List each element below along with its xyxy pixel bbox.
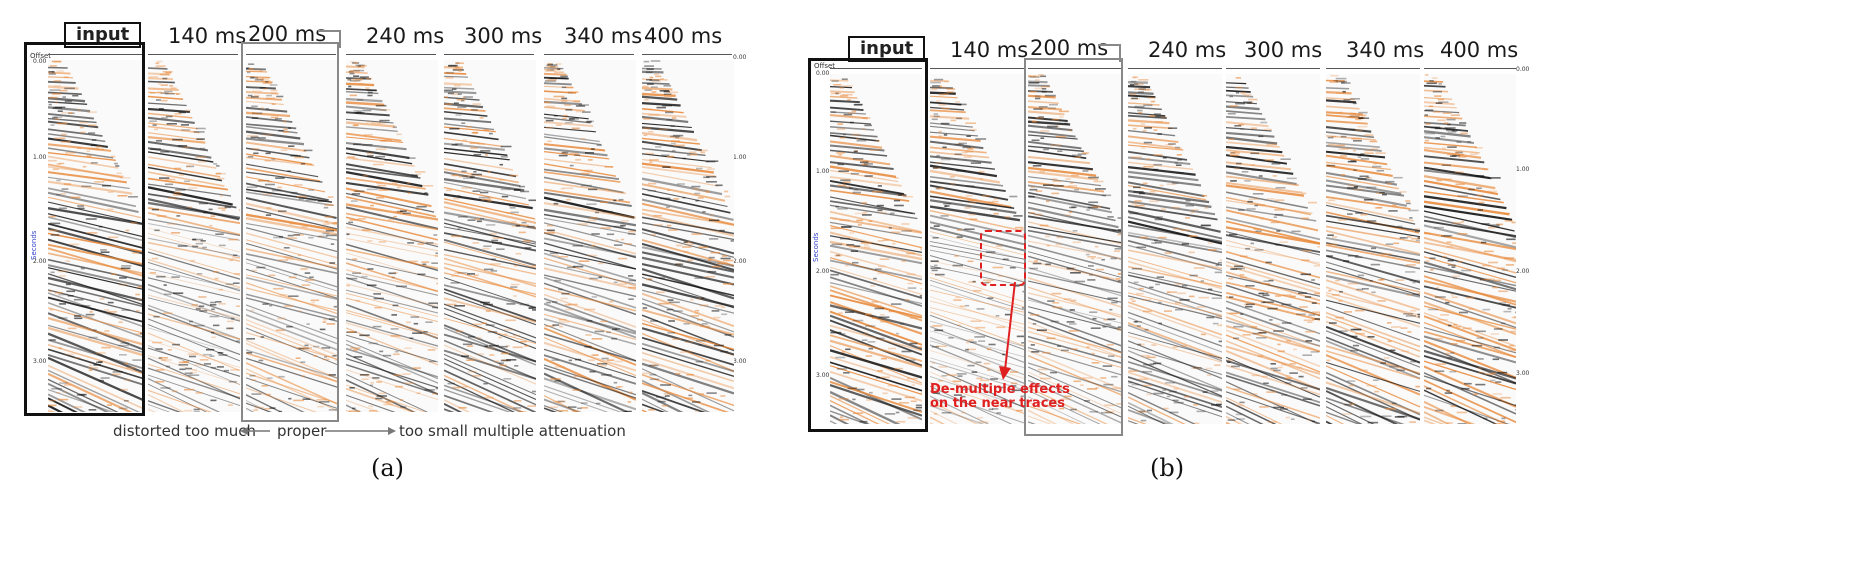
panel-b-input-label: input [848,36,926,62]
gather-texture [1424,74,1516,424]
panel-a-right-tick-3: 3.00 [733,358,747,365]
panel-b-offset-label: Offset [814,62,836,70]
panel-b-caption: (b) [1150,454,1185,482]
panel-a-input-frame [24,42,145,416]
panel-a-label-distorted: distorted too much [113,422,257,440]
gather-texture [642,60,734,412]
panel-b-input-frame [808,58,928,432]
panel-a-gather-340 [544,60,636,412]
panel-b-title-340: 340 ms [1346,38,1425,62]
panel-b-ruler-200 [1028,60,1122,69]
panel-a-title-240: 240 ms [366,24,445,48]
panel-a-tick-3: 3.00 [33,358,47,365]
panel-a-right-tick-2: 2.00 [733,258,747,265]
panel-b-right-tick-3: 3.00 [1516,370,1530,377]
panel-a-title-140: 140 ms [168,24,247,48]
gather-texture [1028,74,1122,424]
gather-texture [148,60,240,412]
gather-texture [246,63,338,412]
panel-b-ruler-400 [1424,60,1516,69]
panel-b-tick-0: 0.00 [816,70,830,77]
panel-a-gather-140 [148,60,240,412]
panel-a-ruler-input [48,46,144,55]
panel-b-annotation-line1: De-multiple effects [930,382,1070,397]
panel-b-right-tick-2: 2.00 [1516,268,1530,275]
panel-a-label-proper: proper [277,422,327,440]
panel-a-tick-0: 0.00 [33,58,47,65]
panel-b-tick-2: 2.00 [816,268,830,275]
panel-a-ruler-140 [148,46,238,55]
panel-a-gather-input [48,60,143,412]
panel-a-tick-2: 2.00 [33,258,47,265]
gather-texture [444,62,536,412]
panel-a-ruler-340 [544,46,634,55]
panel-b-highlight-box [980,230,1026,286]
panel-b-gather-input [830,74,922,424]
panel-a-arrows [240,427,396,435]
panel-b-gather-300 [1226,74,1320,424]
panel-b-gather-240 [1128,74,1222,424]
panel-b-gather-140 [930,74,1024,424]
gather-texture [48,60,143,412]
panel-a-title-400: 400 ms [644,24,723,48]
panel-b-ruler-140 [930,60,1024,69]
panel-b-title-300: 300 ms [1244,38,1323,62]
panel-b-tick-1: 1.00 [816,168,830,175]
panel-b-ruler-300 [1226,60,1320,69]
panel-b-ruler-input [830,60,922,69]
panel-b-right-tick-0: 0.00 [1516,66,1530,73]
panel-a-ruler-240 [346,46,436,55]
panel-a-right-tick-0: 0.00 [733,54,747,61]
panel-a-frame-tab [318,30,341,48]
panel-b-ruler-340 [1326,60,1420,69]
panel-b-right-tick-1: 1.00 [1516,166,1530,173]
panel-b-title-240: 240 ms [1148,38,1227,62]
panel-b-frame-tab [1098,44,1121,62]
gather-texture [930,78,1024,424]
panel-a-gather-240 [346,60,438,412]
panel-a-offset-label: Offset [30,52,52,60]
panel-b-gather-200 [1028,74,1122,424]
panel-a-title-300: 300 ms [464,24,543,48]
panel-a-ruler-300 [444,46,534,55]
panel-a-gather-400 [642,60,734,412]
panel-b-title-200: 200 ms [1030,36,1109,60]
panel-b-title-140: 140 ms [950,38,1029,62]
panel-a-tick-1: 1.00 [33,154,47,161]
panel-b-title-400: 400 ms [1440,38,1519,62]
gather-texture [1226,77,1320,424]
panel-a-gather-200 [246,60,338,412]
panel-a-title-340: 340 ms [564,24,643,48]
panel-a-ruler-200 [246,46,336,55]
panel-a-200ms-frame [241,42,339,422]
gather-texture [1128,76,1222,424]
gather-texture [544,63,636,412]
panel-b-gather-340 [1326,74,1420,424]
panel-a-right-tick-1: 1.00 [733,154,747,161]
gather-texture [1326,74,1420,424]
panel-b-gather-400 [1424,74,1516,424]
panel-b-annotation-arrow [999,281,1016,380]
gather-texture [830,78,922,424]
panel-a-ruler-400 [642,46,732,55]
gather-texture [346,61,438,412]
panel-a-label-too-small: too small multiple attenuation [399,422,626,440]
panel-a-gather-300 [444,60,536,412]
panel-b-200ms-frame [1024,58,1123,436]
panel-b-ruler-240 [1128,60,1222,69]
panel-a-caption: (a) [371,454,405,482]
panel-b-annotation-line2: on the near traces [930,396,1065,411]
panel-b-tick-3: 3.00 [816,372,830,379]
